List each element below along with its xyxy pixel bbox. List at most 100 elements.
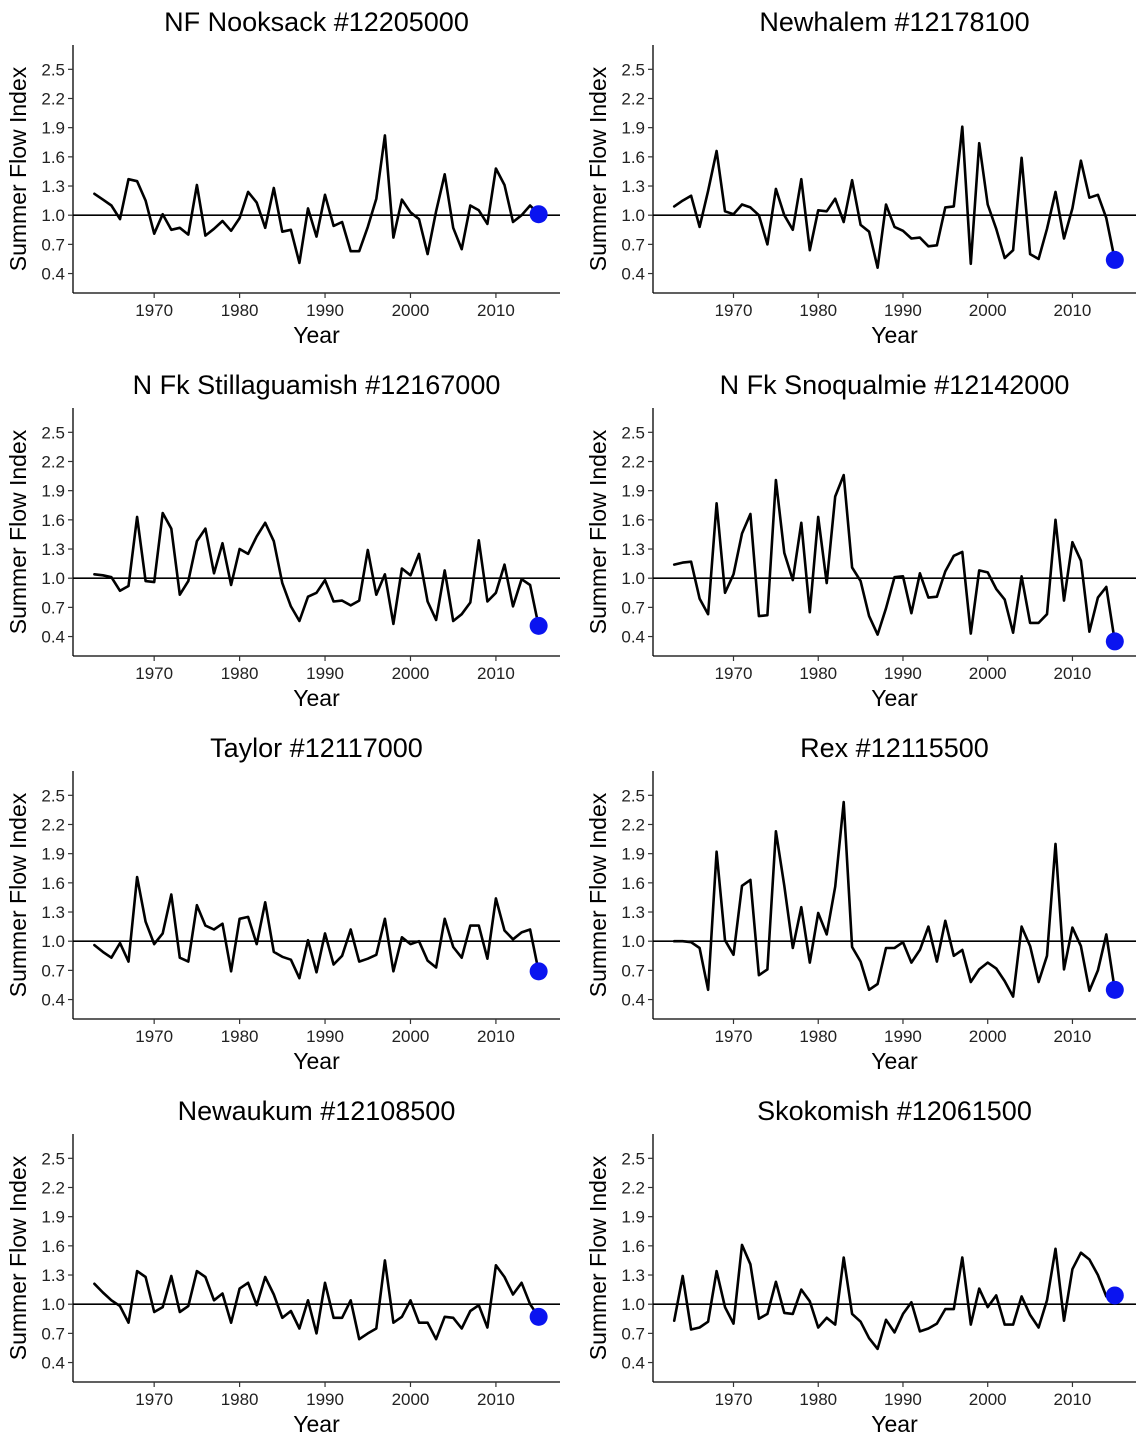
y-tick-label: 1.0 [41, 569, 65, 588]
y-tick-label: 0.4 [621, 1354, 645, 1373]
y-tick-label: 0.7 [621, 235, 645, 254]
x-tick-label: 2010 [1054, 301, 1092, 320]
x-tick-label: 1970 [135, 664, 173, 683]
y-tick-label: 1.0 [621, 932, 645, 951]
y-tick-label: 1.0 [41, 206, 65, 225]
y-tick-label: 1.3 [621, 1266, 645, 1285]
y-axis-title: Summer Flow Index [5, 66, 31, 271]
x-tick-label: 1970 [135, 1027, 173, 1046]
y-tick-label: 1.0 [41, 1295, 65, 1314]
x-tick-label: 2010 [477, 1027, 515, 1046]
y-tick-label: 1.6 [621, 874, 645, 893]
panel-title: Newhalem #12178100 [759, 7, 1029, 37]
y-axis-title: Summer Flow Index [5, 1155, 31, 1360]
x-tick-label: 1990 [306, 1027, 344, 1046]
y-tick-label: 1.6 [41, 148, 65, 167]
y-tick-label: 2.2 [41, 89, 65, 108]
x-tick-label: 1990 [306, 664, 344, 683]
y-tick-label: 1.9 [41, 845, 65, 864]
y-tick-label: 1.9 [621, 845, 645, 864]
x-axis-title: Year [293, 322, 340, 348]
x-tick-label: 2010 [477, 1390, 515, 1409]
y-tick-label: 0.7 [41, 598, 65, 617]
y-tick-label: 0.4 [41, 628, 65, 647]
y-tick-label: 0.7 [41, 235, 65, 254]
y-tick-label: 1.9 [41, 1208, 65, 1227]
y-tick-label: 2.2 [621, 1178, 645, 1197]
y-tick-label: 2.5 [41, 60, 65, 79]
highlight-point [529, 1307, 548, 1326]
series-line [93, 134, 540, 265]
x-tick-label: 1970 [135, 301, 173, 320]
y-tick-label: 2.5 [621, 786, 645, 805]
y-tick-label: 2.5 [41, 786, 65, 805]
y-tick-label: 2.2 [41, 452, 65, 471]
y-tick-label: 0.4 [621, 265, 645, 284]
x-tick-label: 1990 [884, 301, 922, 320]
y-tick-label: 1.9 [621, 119, 645, 138]
series-line [672, 473, 1117, 643]
x-tick-label: 2010 [1054, 664, 1092, 683]
panel-title: Rex #12115500 [800, 733, 989, 763]
y-tick-label: 1.3 [621, 540, 645, 559]
x-axis-title: Year [871, 1411, 918, 1435]
x-tick-label: 1990 [306, 1390, 344, 1409]
panel-4: N Fk Snoqualmie #12142000 0.4 0.7 1.0 1.3 1.6… [585, 370, 1136, 711]
x-tick-label: 1990 [884, 664, 922, 683]
y-tick-label: 0.7 [621, 1324, 645, 1343]
y-tick-label: 1.3 [621, 903, 645, 922]
series-line [672, 125, 1117, 270]
y-tick-label: 0.4 [41, 265, 65, 284]
y-tick-label: 2.5 [621, 1149, 645, 1168]
y-axis-title: Summer Flow Index [585, 429, 611, 634]
x-axis-title: Year [293, 1411, 340, 1435]
x-tick-label: 1970 [135, 1390, 173, 1409]
x-tick-label: 2010 [1054, 1390, 1092, 1409]
x-axis-title: Year [871, 1048, 918, 1074]
panel-5: Taylor #12117000 0.4 0.7 1.0 1.3 1.6 1.9 2.2 2.5… [5, 733, 560, 1074]
y-tick-label: 1.6 [41, 874, 65, 893]
x-tick-label: 1980 [799, 1027, 837, 1046]
y-tick-label: 2.5 [41, 1149, 65, 1168]
x-tick-label: 1970 [715, 664, 753, 683]
y-tick-label: 1.0 [621, 1295, 645, 1314]
y-tick-label: 1.3 [41, 177, 65, 196]
x-tick-label: 2000 [392, 1027, 430, 1046]
x-tick-label: 2000 [392, 1390, 430, 1409]
y-tick-label: 1.9 [621, 1208, 645, 1227]
x-tick-label: 2000 [969, 301, 1007, 320]
y-tick-label: 2.5 [621, 423, 645, 442]
y-tick-label: 1.3 [41, 903, 65, 922]
y-axis-title: Summer Flow Index [5, 792, 31, 997]
panel-1: NF Nooksack #12205000 0.4 0.7 1.0 1.3 1.6 1.9 2… [5, 7, 560, 348]
y-tick-label: 0.7 [621, 961, 645, 980]
y-tick-label: 0.7 [41, 961, 65, 980]
y-axis-title: Summer Flow Index [585, 66, 611, 271]
x-tick-label: 2000 [969, 664, 1007, 683]
y-tick-label: 1.6 [621, 1237, 645, 1256]
panel-title: Newaukum #12108500 [178, 1096, 456, 1126]
y-tick-label: 1.0 [621, 569, 645, 588]
y-tick-label: 2.5 [41, 423, 65, 442]
panel-2: Newhalem #12178100 0.4 0.7 1.0 1.3 1.6 1.9 2.2 2… [585, 7, 1136, 348]
x-tick-label: 1980 [799, 664, 837, 683]
highlight-point [1105, 1286, 1124, 1305]
x-tick-label: 2010 [477, 301, 515, 320]
x-tick-label: 1980 [799, 301, 837, 320]
x-axis-title: Year [871, 322, 918, 348]
x-tick-label: 2000 [969, 1390, 1007, 1409]
y-tick-label: 0.7 [621, 598, 645, 617]
y-tick-label: 1.6 [621, 511, 645, 530]
y-tick-label: 1.9 [621, 482, 645, 501]
x-axis-title: Year [871, 685, 918, 711]
x-tick-label: 1970 [715, 301, 753, 320]
y-tick-label: 2.2 [621, 452, 645, 471]
panel-3: N Fk Stillaguamish #12167000 0.4 0.7 1.0 1.3… [5, 370, 560, 711]
highlight-point [1105, 250, 1124, 269]
x-tick-label: 1990 [884, 1027, 922, 1046]
highlight-point [529, 205, 548, 224]
y-axis-title: Summer Flow Index [585, 1155, 611, 1360]
y-tick-label: 1.6 [41, 1237, 65, 1256]
x-tick-label: 1980 [221, 664, 259, 683]
